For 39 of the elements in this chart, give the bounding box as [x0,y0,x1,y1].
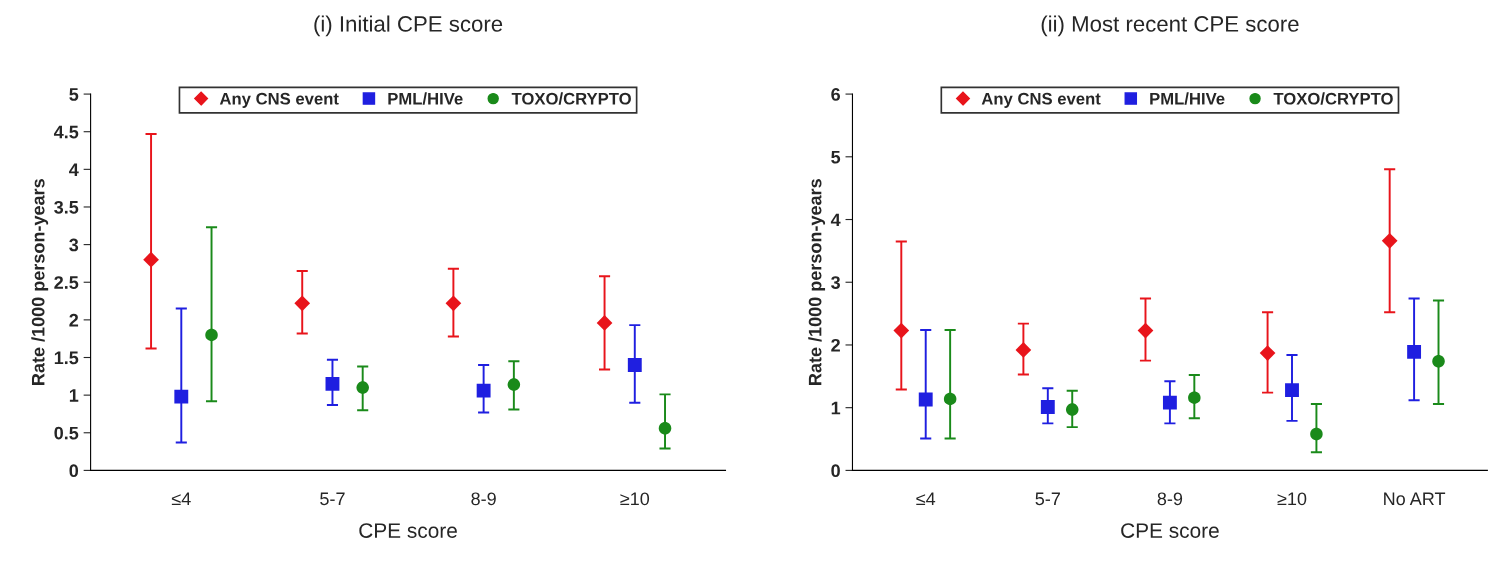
legend-label: PML/HIVe [1150,92,1225,105]
y-tick-label: 3.5 [54,200,79,214]
legend-label: TOXO/CRYPTO [1273,92,1393,105]
y-axis-title: Rate /1000 person-years [808,179,826,385]
y-tick-label: 4.5 [53,125,79,139]
y-tick-label: 3 [69,238,79,252]
y-tick-label: 1 [831,401,841,415]
y-tick-label: 6 [831,88,841,101]
y-tick-label: 3 [831,276,841,289]
legend-label: PML/HIVe [388,92,463,105]
y-tick-label: 5 [831,150,841,164]
y-tick-label: 0.5 [54,426,79,440]
y-tick-label: 0 [831,464,840,478]
y-tick-label: 2 [831,338,840,352]
y-tick-label: 2 [69,313,79,327]
legend-label: Any CNS event [981,92,1101,108]
y-tick-label: 1 [69,389,79,402]
y-tick-label: 4 [830,213,841,227]
x-tick-label: ≤4 [916,492,936,506]
chart-title: (ii) Most recent CPE score [1041,15,1299,37]
x-tick-label: ≥10 [620,492,650,506]
legend-label: Any CNS event [219,92,339,108]
x-axis-title: CPE score [1121,523,1219,538]
legend-label: TOXO/CRYPTO [511,92,631,105]
x-tick-label: 5-7 [320,492,345,506]
x-tick-label: ≥10 [1277,492,1307,506]
y-tick-label: 4 [69,163,79,176]
y-tick-label: 2.5 [54,276,79,289]
y-tick-label: 0 [69,464,79,478]
y-tick-label: 1.5 [54,351,79,365]
x-tick-label: 5-7 [1035,492,1060,506]
y-axis-title: Rate /1000 person-years [31,179,49,385]
y-tick-label: 5 [69,88,79,101]
x-tick-label: No ART [1384,492,1446,506]
x-tick-label: ≤4 [171,492,191,506]
x-axis-title: CPE score [359,523,457,538]
x-tick-label: 8-9 [1157,492,1183,506]
chart-title: (i) Initial CPE score [314,15,503,37]
x-tick-label: 8-9 [471,492,496,506]
